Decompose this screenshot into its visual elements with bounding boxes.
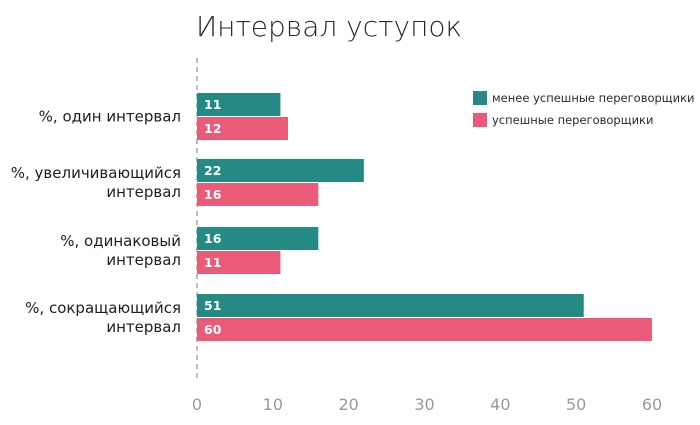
data-label-0-0: 11 (204, 97, 221, 112)
x-tick-label-0: 0 (192, 395, 202, 414)
category-label-1-1: интервал (106, 183, 181, 201)
data-label-0-3: 51 (204, 298, 221, 313)
legend-label-1: успешные переговорщики (492, 113, 653, 127)
x-tick-label-2: 20 (338, 395, 358, 414)
x-tick-label-5: 50 (566, 395, 586, 414)
category-label-3-1: интервал (106, 318, 181, 336)
bar-less-successful-1 (197, 159, 364, 182)
category-label-3-0: %, сокращающийся (25, 299, 181, 317)
legend: менее успешные переговорщики успешные пер… (473, 91, 695, 127)
category-label-0-0: %, один интервал (39, 108, 181, 126)
category-label-2-1: интервал (106, 251, 181, 269)
legend-label-0: менее успешные переговорщики (492, 91, 695, 105)
bar-successful-1 (197, 183, 319, 206)
category-labels: %, один интервал%, увеличивающийсяинтерв… (11, 108, 181, 337)
legend-swatch-0 (473, 91, 487, 105)
bar-less-successful-3 (197, 294, 584, 317)
x-axis-ticks: 0 10 20 30 40 50 60 (192, 395, 662, 414)
bars-group: 11 12 22 16 16 11 51 60 (197, 93, 652, 341)
x-tick-label-3: 30 (414, 395, 434, 414)
data-label-1-1: 16 (204, 187, 222, 202)
data-label-1-3: 60 (204, 322, 222, 337)
bar-less-successful-0 (197, 93, 281, 116)
bar-successful-2 (197, 251, 281, 274)
legend-swatch-1 (473, 113, 487, 127)
data-label-1-0: 12 (204, 121, 221, 136)
bar-less-successful-2 (197, 227, 319, 250)
chart-title: Интервал уступок (196, 10, 462, 43)
x-tick-label-6: 60 (642, 395, 662, 414)
data-label-0-1: 22 (204, 163, 221, 178)
data-label-1-2: 11 (204, 255, 221, 270)
bar-successful-0 (197, 117, 288, 140)
x-tick-label-4: 40 (490, 395, 510, 414)
category-label-2-0: %, одинаковый (60, 232, 181, 250)
data-label-0-2: 16 (204, 231, 222, 246)
bar-successful-3 (197, 318, 652, 341)
category-label-1-0: %, увеличивающийся (11, 164, 181, 182)
x-tick-label-1: 10 (263, 395, 283, 414)
